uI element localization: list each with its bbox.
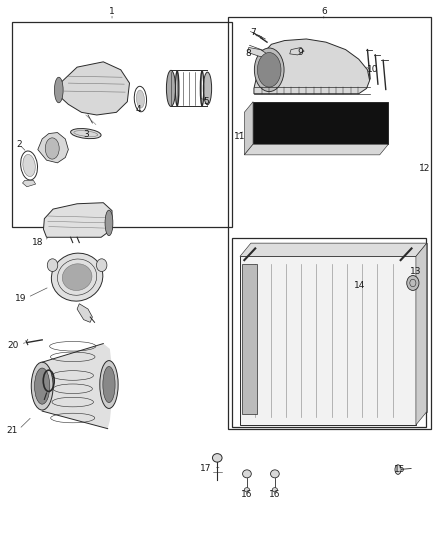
Polygon shape [244,144,389,155]
Ellipse shape [105,210,113,236]
Bar [253,102,389,144]
Text: 10: 10 [367,66,379,74]
Text: 1: 1 [109,7,115,16]
Polygon shape [416,243,427,425]
Text: 9: 9 [297,49,304,57]
Text: 12: 12 [419,164,431,173]
Ellipse shape [54,77,63,103]
Bar [228,17,431,429]
Text: 20: 20 [7,341,19,350]
Text: 5: 5 [204,97,209,106]
Polygon shape [242,264,258,414]
Ellipse shape [137,90,145,108]
Polygon shape [247,47,267,58]
Ellipse shape [35,368,50,404]
Ellipse shape [23,155,35,176]
Ellipse shape [212,454,222,462]
Circle shape [407,276,419,290]
Circle shape [47,259,58,271]
Ellipse shape [31,362,53,410]
Text: 21: 21 [6,426,17,435]
Text: 7: 7 [251,28,256,37]
Text: 13: 13 [410,268,422,276]
Text: 6: 6 [321,7,327,16]
Text: 16: 16 [269,489,281,498]
Text: 2: 2 [16,140,22,149]
Polygon shape [38,133,68,163]
Text: 16: 16 [241,489,253,498]
Ellipse shape [62,264,92,290]
Ellipse shape [100,361,118,408]
Text: 8: 8 [245,50,251,58]
Polygon shape [290,47,304,55]
Text: 4: 4 [136,105,141,114]
Bar [251,243,427,411]
Ellipse shape [243,470,251,478]
Ellipse shape [45,138,59,159]
Text: 14: 14 [354,280,366,289]
Bar [232,238,426,427]
Polygon shape [42,344,112,429]
Polygon shape [57,62,130,115]
Text: 18: 18 [32,238,43,247]
Polygon shape [22,180,35,187]
Polygon shape [240,243,427,256]
Text: 3: 3 [84,130,89,139]
Text: 19: 19 [14,294,26,303]
Polygon shape [254,39,370,94]
Ellipse shape [51,253,103,301]
Ellipse shape [203,72,212,104]
Ellipse shape [166,70,176,107]
Circle shape [96,259,107,271]
Ellipse shape [271,470,279,478]
Ellipse shape [71,128,101,139]
Text: 11: 11 [234,132,245,141]
Bar [240,256,416,425]
Ellipse shape [272,488,278,492]
Ellipse shape [258,53,281,87]
Polygon shape [43,203,112,237]
Ellipse shape [244,488,250,492]
Text: 15: 15 [394,465,405,474]
Ellipse shape [254,48,284,92]
Polygon shape [77,304,92,322]
Bar [12,22,232,227]
Polygon shape [244,102,253,155]
Ellipse shape [395,465,401,474]
Text: 17: 17 [200,464,211,473]
Ellipse shape [103,367,115,402]
